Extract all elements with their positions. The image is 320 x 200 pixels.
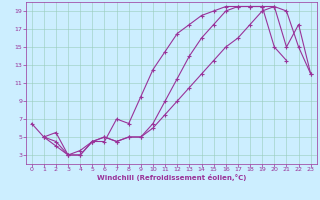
X-axis label: Windchill (Refroidissement éolien,°C): Windchill (Refroidissement éolien,°C) xyxy=(97,174,246,181)
